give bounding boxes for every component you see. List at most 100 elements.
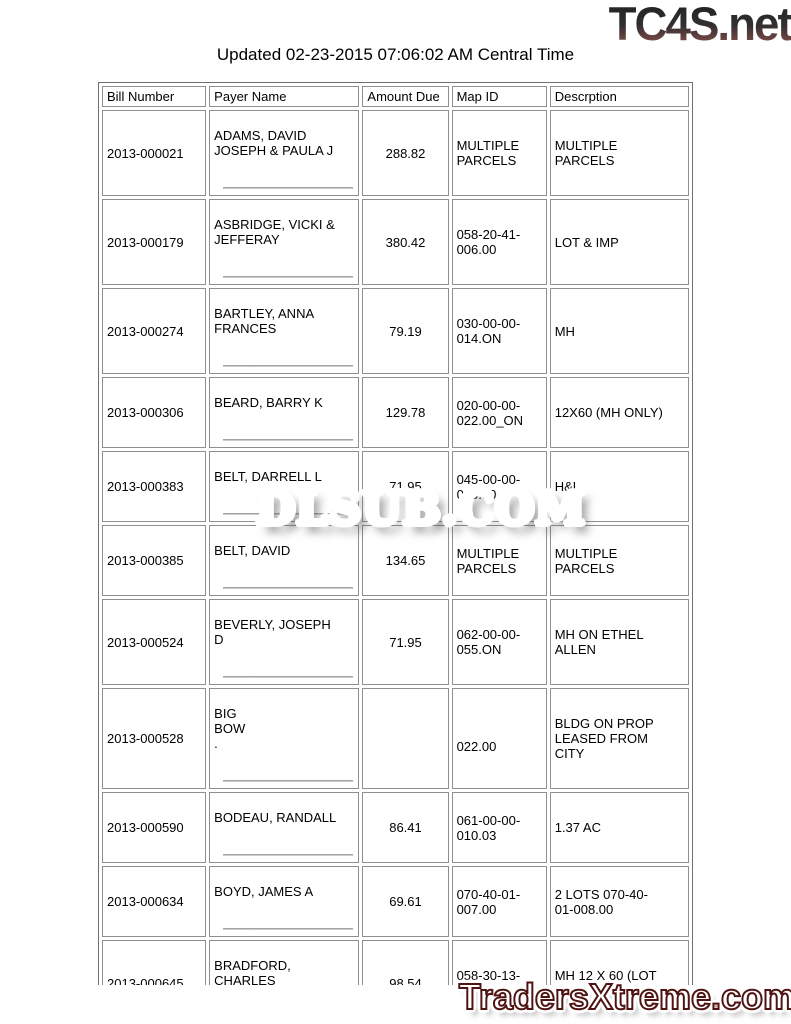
table-row: 2013-000274 BARTLEY, ANNA FRANCES 79.19 …: [102, 288, 689, 374]
amount-due-cell: 134.65: [362, 525, 449, 596]
map-id-cell: 045-00-00- 045.00: [451, 451, 547, 522]
map-id-cell: 022.00: [451, 688, 547, 789]
description-cell: MULTIPLE PARCELS: [549, 110, 689, 196]
map-id-cell: 070-40-01- 007.00: [451, 866, 547, 937]
description-cell: H&L: [549, 451, 689, 522]
payer-underline-divider: [223, 365, 354, 367]
bill-number-cell: 2013-000179: [102, 199, 207, 285]
table-row: 2013-000179 ASBRIDGE, VICKI & JEFFERAY 3…: [102, 199, 689, 285]
col-header-amount-due: Amount Due: [362, 86, 449, 107]
bill-number-cell: 2013-000590: [102, 792, 207, 863]
map-id-cell: 058-20-41- 006.00: [451, 199, 547, 285]
description-cell: MH: [549, 288, 689, 374]
description-cell: 12X60 (MH ONLY): [549, 377, 689, 448]
description-cell: 1.37 AC: [549, 792, 689, 863]
payer-name-text: ASBRIDGE, VICKI & JEFFERAY: [214, 217, 335, 247]
payer-underline-divider: [223, 676, 354, 678]
map-id-cell: 058-30-13- 002.00_ON: [451, 940, 547, 985]
payer-name-text: BEARD, BARRY K: [214, 395, 323, 410]
table-row: 2013-000634 BOYD, JAMES A 69.61 070-40-0…: [102, 866, 689, 937]
bill-number-cell: 2013-000306: [102, 377, 207, 448]
payer-name-cell: BIG BOW .: [209, 688, 360, 789]
description-cell: MH ON ETHEL ALLEN: [549, 599, 689, 685]
payer-underline-divider: [223, 513, 354, 515]
col-header-map-id: Map ID: [451, 86, 547, 107]
col-header-payer-name: Payer Name: [209, 86, 360, 107]
col-header-bill-number: Bill Number: [102, 86, 207, 107]
map-id-cell: MULTIPLE PARCELS: [451, 110, 547, 196]
table-row: 2013-000306 BEARD, BARRY K 129.78 020-00…: [102, 377, 689, 448]
amount-due-cell: 129.78: [362, 377, 449, 448]
bill-number-cell: 2013-000021: [102, 110, 207, 196]
map-id-cell: 062-00-00- 055.ON: [451, 599, 547, 685]
table-row: 2013-000528 BIG BOW . 022.00 BLDG ON PRO…: [102, 688, 689, 789]
amount-due-cell: [362, 688, 449, 789]
payer-name-text: BEVERLY, JOSEPH D: [214, 617, 331, 647]
payer-name-cell: BEVERLY, JOSEPH D: [209, 599, 360, 685]
payer-underline-divider: [223, 276, 354, 278]
amount-due-cell: 71.95: [362, 451, 449, 522]
payer-name-cell: ASBRIDGE, VICKI & JEFFERAY: [209, 199, 360, 285]
amount-due-cell: 288.82: [362, 110, 449, 196]
payer-name-text: ADAMS, DAVID JOSEPH & PAULA J: [214, 128, 334, 158]
amount-due-cell: 380.42: [362, 199, 449, 285]
tradersxtreme-watermark[interactable]: TradersXtreme.com: [458, 976, 791, 1017]
payer-name-cell: BEARD, BARRY K: [209, 377, 360, 448]
table-body: 2013-000021 ADAMS, DAVID JOSEPH & PAULA …: [102, 110, 689, 985]
payer-underline-divider: [223, 187, 354, 189]
map-id-cell: 020-00-00- 022.00_ON: [451, 377, 547, 448]
description-cell: LOT & IMP: [549, 199, 689, 285]
payer-name-text: BRADFORD, CHARLES: [214, 958, 291, 985]
amount-due-cell: 98.54: [362, 940, 449, 985]
payer-name-text: BIG BOW .: [214, 706, 246, 751]
amount-due-cell: 79.19: [362, 288, 449, 374]
payer-name-cell: BODEAU, RANDALL: [209, 792, 360, 863]
updated-timestamp: Updated 02-23-2015 07:06:02 AM Central T…: [216, 45, 575, 64]
payer-name-text: BODEAU, RANDALL: [214, 810, 337, 825]
table-row: 2013-000524 BEVERLY, JOSEPH D 71.95 062-…: [102, 599, 689, 685]
map-id-cell: 030-00-00- 014.ON: [451, 288, 547, 374]
payer-underline-divider: [223, 780, 354, 782]
table-row: 2013-000590 BODEAU, RANDALL 86.41 061-00…: [102, 792, 689, 863]
payer-underline-divider: [223, 439, 354, 441]
description-cell: MULTIPLE PARCELS: [549, 525, 689, 596]
description-cell: MH 12 X 60 (LOT 14): [549, 940, 689, 985]
payer-name-cell: ADAMS, DAVID JOSEPH & PAULA J: [209, 110, 360, 196]
table-viewport: Bill Number Payer Name Amount Due Map ID…: [98, 82, 697, 985]
table-row: 2013-000385 BELT, DAVID 134.65 MULTIPLE …: [102, 525, 689, 596]
tax-bills-table: Bill Number Payer Name Amount Due Map ID…: [98, 82, 693, 985]
bill-number-cell: 2013-000385: [102, 525, 207, 596]
payer-name-cell: BELT, DARRELL L: [209, 451, 360, 522]
payer-underline-divider: [223, 587, 354, 589]
bill-number-cell: 2013-000383: [102, 451, 207, 522]
amount-due-cell: 86.41: [362, 792, 449, 863]
bill-number-cell: 2013-000274: [102, 288, 207, 374]
col-header-description: Descrption: [549, 86, 689, 107]
description-cell: BLDG ON PROP LEASED FROM CITY: [549, 688, 689, 789]
payer-name-text: BELT, DARRELL L: [214, 469, 322, 484]
payer-name-cell: BRADFORD, CHARLES: [209, 940, 360, 985]
bill-number-cell: 2013-000634: [102, 866, 207, 937]
site-logo[interactable]: TC4S.net: [608, 0, 791, 50]
amount-due-cell: 71.95: [362, 599, 449, 685]
payer-name-cell: BARTLEY, ANNA FRANCES: [209, 288, 360, 374]
table-row: 2013-000383 BELT, DARRELL L 71.95 045-00…: [102, 451, 689, 522]
bill-number-cell: 2013-000645: [102, 940, 207, 985]
table-row: 2013-000645 BRADFORD, CHARLES 98.54 058-…: [102, 940, 689, 985]
description-cell: 2 LOTS 070-40- 01-008.00: [549, 866, 689, 937]
payer-underline-divider: [223, 854, 354, 856]
payer-name-text: BARTLEY, ANNA FRANCES: [214, 306, 315, 336]
payer-underline-divider: [223, 928, 354, 930]
table-row: 2013-000021 ADAMS, DAVID JOSEPH & PAULA …: [102, 110, 689, 196]
table-header-row: Bill Number Payer Name Amount Due Map ID…: [102, 86, 689, 107]
payer-name-text: BOYD, JAMES A: [214, 884, 314, 899]
bill-number-cell: 2013-000524: [102, 599, 207, 685]
payer-name-text: BELT, DAVID: [214, 543, 291, 558]
map-id-cell: 061-00-00- 010.03: [451, 792, 547, 863]
payer-name-cell: BOYD, JAMES A: [209, 866, 360, 937]
dlsub-watermark: DLSUB.COM: [256, 482, 586, 535]
payer-name-cell: BELT, DAVID: [209, 525, 360, 596]
bill-number-cell: 2013-000528: [102, 688, 207, 789]
map-id-cell: MULTIPLE PARCELS: [451, 525, 547, 596]
